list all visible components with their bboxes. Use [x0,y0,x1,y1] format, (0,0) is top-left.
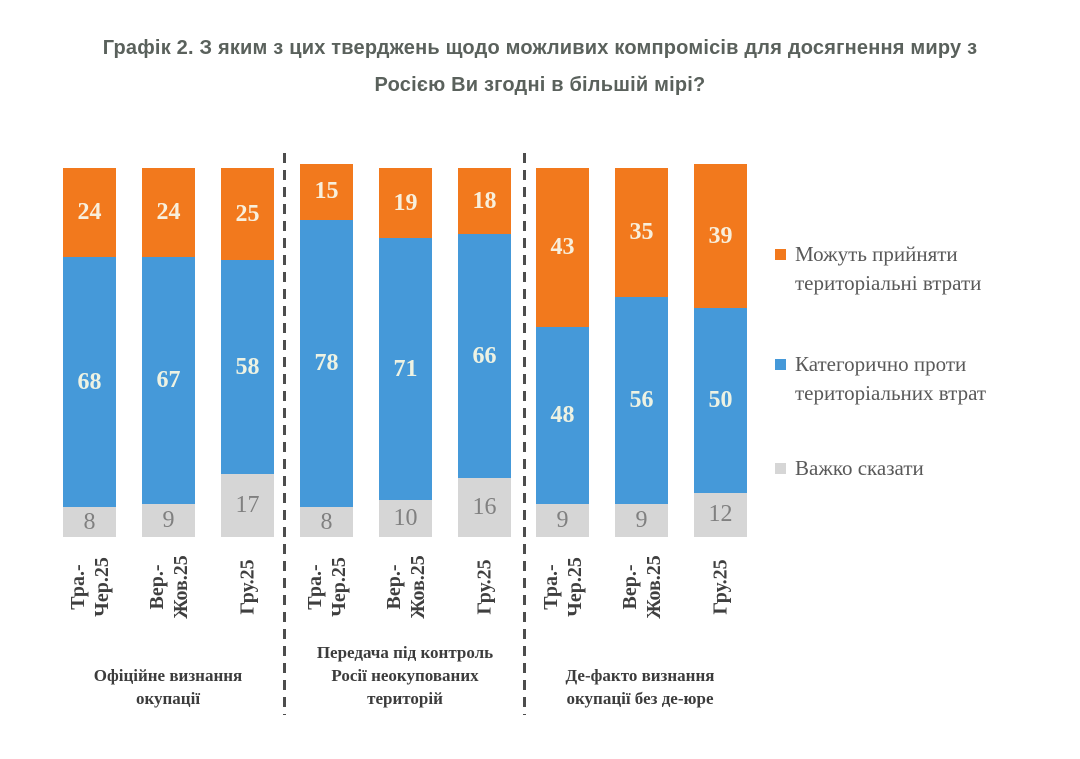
category-tick-text: Вер.- Жов.25 [382,555,429,619]
chart-title-line1: Графік 2. З яким з цих тверджень щодо мо… [102,37,978,59]
bar-value-label: 58 [235,353,260,380]
category-tick-text: Вер.- Жов.25 [618,555,665,619]
bar-value-label: 15 [314,178,339,205]
bar-segment-accept: 43 [536,168,589,327]
bar-segment-against: 71 [379,238,432,501]
bar-value-label: 16 [472,493,497,520]
category-tick-label: Тра.- Чер.25 [498,531,628,643]
bar-segment-hard_to_say: 16 [458,477,511,537]
category-tick-text: Тра.- Чер.25 [539,557,586,617]
bar-value-label: 67 [156,366,181,393]
chart-title-line2: Росією Ви згодні в більшій мірі? [374,74,706,96]
bar-segment-accept: 25 [221,168,274,261]
bar-segment-against: 58 [221,260,274,475]
bar-segment-against: 66 [458,234,511,478]
category-tick-label: Гру.25 [183,531,313,643]
bar-value-label: 68 [77,368,102,395]
category-tick-text: Гру.25 [709,559,732,615]
group-caption: Офіційне визнання окупації [93,666,243,708]
bar-value-label: 10 [393,505,418,532]
bar-value-label: 9 [556,506,569,533]
bar-value-label: 71 [393,355,418,382]
bar-value-label: 50 [708,386,733,413]
bar-value-label: 39 [708,222,733,249]
category-tick-label: Вер.- Жов.25 [577,531,707,643]
category-tick-label: Вер.- Жов.25 [104,531,234,643]
bar-segment-hard_to_say: 9 [142,503,195,537]
bar-segment-accept: 18 [458,168,511,235]
group-divider [283,153,286,715]
bar-value-label: 17 [235,492,260,519]
bar-value-label: 24 [77,198,102,225]
bar-segment-hard_to_say: 12 [694,492,747,537]
bar-segment-hard_to_say: 8 [63,507,116,537]
bar-value-label: 9 [635,506,648,533]
bar-segment-against: 68 [63,256,116,508]
category-tick-text: Вер.- Жов.25 [145,555,192,619]
bar-segment-accept: 39 [694,164,747,309]
category-tick-text: Тра.- Чер.25 [66,557,113,617]
bar-value-label: 8 [320,508,333,535]
bar-segment-accept: 24 [142,168,195,257]
bar-segment-hard_to_say: 10 [379,500,432,537]
bar-value-label: 19 [393,189,418,216]
bar-value-label: 8 [83,508,96,535]
category-tick-label: Вер.- Жов.25 [341,531,471,643]
bar-segment-hard_to_say: 8 [300,507,353,537]
bar-value-label: 66 [472,342,497,369]
bar-segment-accept: 15 [300,164,353,220]
bar-segment-accept: 19 [379,168,432,239]
bar-value-label: 24 [156,198,181,225]
category-tick-label: Тра.- Чер.25 [262,531,392,643]
category-tick-label: Гру.25 [656,531,786,643]
chart-title: Графік 2. З яким з цих тверджень щодо мо… [40,30,1040,104]
bar-value-label: 56 [629,386,654,413]
bar-segment-against: 78 [300,219,353,508]
bar-value-label: 12 [708,501,733,528]
category-tick-text: Тра.- Чер.25 [303,557,350,617]
bar-segment-against: 48 [536,326,589,504]
bar-value-label: 9 [162,506,175,533]
bar-value-label: 43 [550,233,575,260]
bar-segment-accept: 35 [615,168,668,298]
category-tick-label: Тра.- Чер.25 [25,531,155,643]
group-caption: Передача під контроль Росії неокупованих… [316,643,494,708]
category-tick-text: Гру.25 [473,559,496,615]
bar-value-label: 78 [314,350,339,377]
bar-segment-accept: 24 [63,168,116,257]
bar-segment-hard_to_say: 9 [615,503,668,537]
bar-segment-against: 56 [615,297,668,504]
bar-value-label: 48 [550,401,575,428]
bar-segment-hard_to_say: 9 [536,503,589,537]
bar-value-label: 35 [629,219,654,246]
category-tick-text: Гру.25 [236,559,259,615]
bar-value-label: 25 [235,200,260,227]
bar-value-label: 18 [472,187,497,214]
category-tick-label: Гру.25 [420,531,550,643]
bar-segment-against: 67 [142,256,195,504]
bar-segment-hard_to_say: 17 [221,474,274,537]
group-caption: Де-факто визнання окупації без де-юре [565,666,715,708]
bar-segment-against: 50 [694,308,747,493]
group-divider [523,153,526,715]
